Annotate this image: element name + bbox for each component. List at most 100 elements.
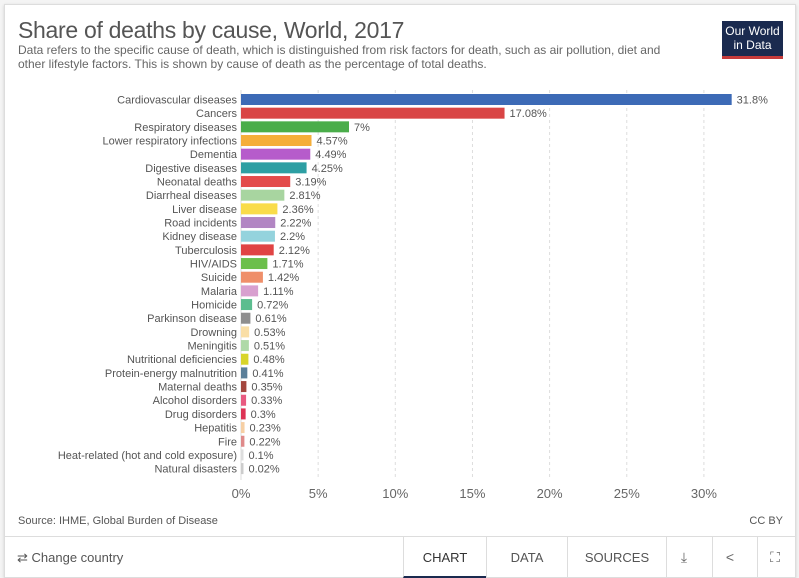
chart-card: Share of deaths by cause, World, 2017 Da…	[4, 4, 796, 578]
bar	[241, 217, 276, 229]
category-label: Maternal deaths	[158, 382, 237, 394]
tab-chart[interactable]: CHART	[403, 537, 486, 578]
value-label: 3.19%	[295, 177, 326, 189]
category-label: Liver disease	[172, 204, 237, 216]
value-label: 2.12%	[279, 245, 310, 257]
bar	[241, 94, 732, 105]
category-label: Kidney disease	[162, 231, 237, 243]
category-label: Parkinson disease	[147, 313, 237, 325]
value-label: 0.23%	[250, 423, 281, 435]
share-icon[interactable]: <	[712, 537, 747, 578]
bar	[241, 135, 312, 147]
bar-chart: 0% 5% 10% 15% 20% 25% 30% Cardiovascular diseas…	[58, 90, 768, 501]
bar	[241, 285, 259, 297]
bar	[241, 121, 350, 133]
value-label: 0.33%	[251, 395, 282, 407]
category-label: Homicide	[191, 300, 237, 312]
bar	[241, 258, 268, 270]
bar	[241, 381, 247, 393]
x-tick-label: 0%	[232, 486, 251, 501]
x-tick-label: 15%	[459, 486, 485, 501]
category-label: Hepatitis	[194, 423, 237, 435]
category-label: Alcohol disorders	[153, 395, 238, 407]
value-label: 4.49%	[315, 149, 346, 161]
category-label: Respiratory diseases	[134, 122, 237, 134]
category-label: Dementia	[190, 149, 238, 161]
value-label: 31.8%	[737, 95, 768, 107]
category-label: HIV/AIDS	[190, 259, 237, 271]
value-label: 17.08%	[510, 108, 548, 120]
category-label: Protein-energy malnutrition	[105, 368, 237, 380]
value-label: 1.71%	[272, 259, 303, 271]
category-label: Neonatal deaths	[157, 177, 238, 189]
value-label: 2.2%	[280, 231, 305, 243]
value-label: 0.72%	[257, 300, 288, 312]
bar	[241, 230, 275, 242]
value-label: 2.36%	[282, 204, 313, 216]
bar	[241, 312, 251, 324]
bar	[241, 463, 244, 475]
category-label: Lower respiratory infections	[102, 136, 237, 148]
change-country-button[interactable]: ⇄ Change country	[17, 550, 124, 565]
value-label: 1.42%	[268, 272, 299, 284]
value-label: 0.61%	[255, 313, 286, 325]
category-label: Digestive diseases	[145, 163, 237, 175]
bar	[241, 176, 291, 188]
value-label: 2.22%	[280, 218, 311, 230]
category-label: Diarrheal diseases	[146, 190, 238, 202]
bar	[241, 449, 244, 461]
x-tick-label: 30%	[691, 486, 717, 501]
bar	[241, 299, 253, 311]
category-label: Malaria	[201, 286, 238, 298]
category-label: Nutritional deficiencies	[127, 354, 238, 366]
bar	[241, 162, 307, 174]
chart-subtitle: Data refers to the specific cause of dea…	[18, 43, 661, 71]
value-label: 7%	[354, 122, 370, 134]
value-label: 4.25%	[312, 163, 343, 175]
category-label: Cardiovascular diseases	[117, 95, 237, 107]
category-label: Tuberculosis	[175, 245, 237, 257]
category-label: Heat-related (hot and cold exposure)	[58, 450, 237, 462]
x-tick-label: 10%	[382, 486, 408, 501]
owid-logo[interactable]: Our World in Data	[722, 21, 783, 59]
license[interactable]: CC BY	[749, 515, 783, 527]
category-label: Drowning	[191, 327, 237, 339]
value-label: 4.57%	[317, 136, 348, 148]
category-label: Meningitis	[187, 341, 237, 353]
bar	[241, 189, 285, 201]
bar	[241, 367, 248, 379]
value-label: 0.3%	[251, 409, 276, 421]
bar	[241, 435, 245, 447]
value-label: 0.02%	[249, 464, 280, 476]
source-note[interactable]: Source: IHME, Global Burden of Disease	[18, 515, 218, 527]
bar	[241, 353, 249, 365]
x-tick-label: 5%	[309, 486, 328, 501]
download-icon[interactable]: ⤓	[666, 537, 701, 578]
value-label: 1.11%	[263, 286, 294, 298]
value-label: 0.48%	[253, 354, 284, 366]
value-label: 2.81%	[289, 190, 320, 202]
value-label: 0.35%	[251, 382, 282, 394]
category-label: Cancers	[196, 108, 237, 120]
bar	[241, 422, 245, 434]
tab-sources[interactable]: SOURCES	[567, 537, 666, 578]
footer-bar: ⇄ Change country CHART DATA SOURCES ⤓ < …	[5, 536, 795, 578]
value-label: 0.1%	[249, 450, 274, 462]
value-label: 0.51%	[254, 341, 285, 353]
x-tick-label: 25%	[614, 486, 640, 501]
bar	[241, 408, 246, 420]
bar	[241, 340, 249, 352]
chart-title: Share of deaths by cause, World, 2017	[18, 17, 405, 43]
category-label: Drug disorders	[165, 409, 238, 421]
category-label: Fire	[218, 436, 237, 448]
bar	[241, 107, 505, 119]
fullscreen-icon[interactable]: ⛶	[757, 537, 792, 578]
x-tick-label: 20%	[537, 486, 563, 501]
bar	[241, 394, 247, 406]
category-label: Natural disasters	[154, 464, 237, 476]
category-label: Suicide	[201, 272, 237, 284]
value-label: 0.53%	[254, 327, 285, 339]
bar	[241, 203, 278, 215]
value-label: 0.41%	[252, 368, 283, 380]
tab-data[interactable]: DATA	[486, 537, 567, 578]
